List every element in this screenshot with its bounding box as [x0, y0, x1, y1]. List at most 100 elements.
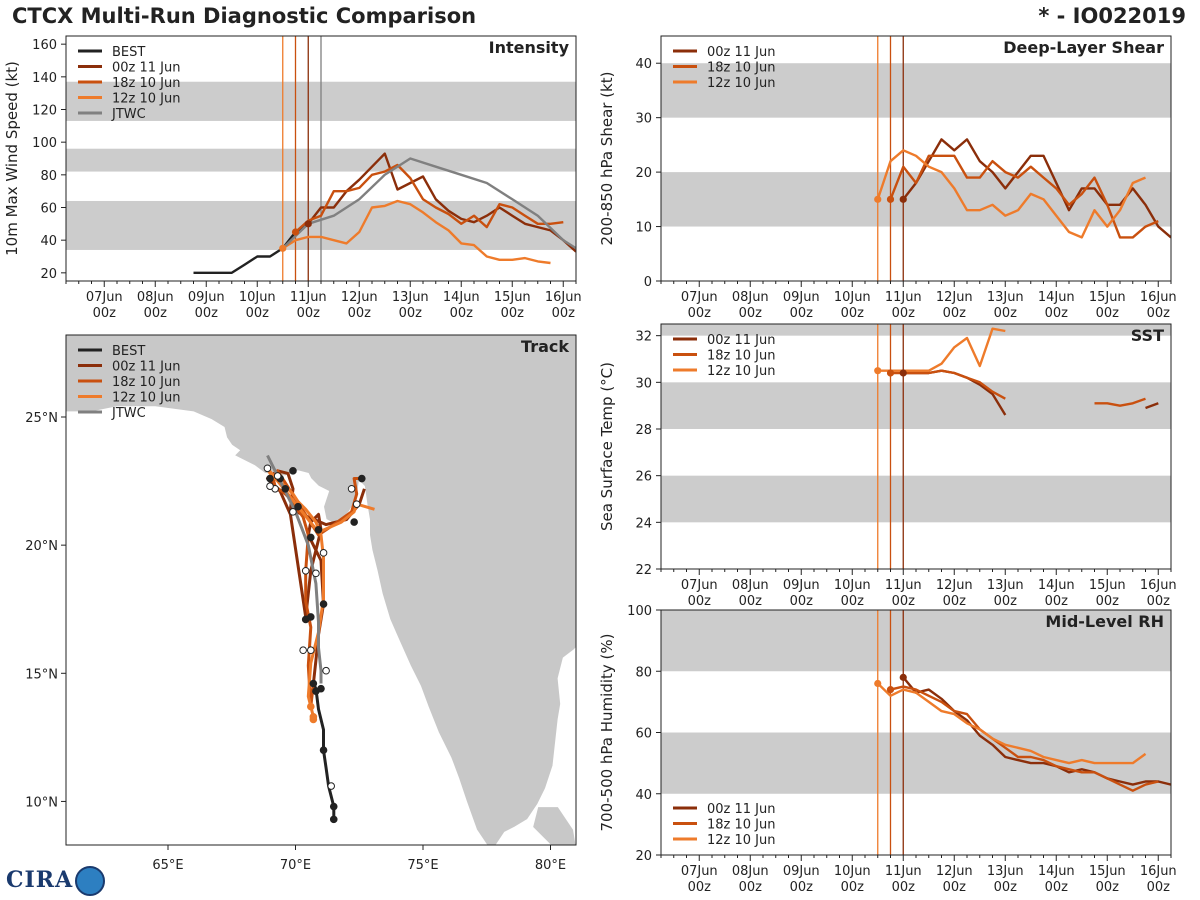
y-tick-label: 120 [32, 104, 57, 119]
legend-label: 18z 10 Jun [707, 61, 776, 76]
series-line [282, 199, 551, 265]
panel-label: Track [521, 337, 569, 356]
x-tick-label: 00z [501, 306, 525, 321]
series-line [307, 152, 576, 253]
x-tick-label: 00z [1147, 880, 1171, 895]
x-tick-label: 15Jun [1089, 864, 1126, 879]
x-tick-label: 00z [1147, 306, 1171, 321]
x-tick-label: 08Jun [732, 578, 769, 593]
legend-label: 18z 10 Jun [707, 818, 776, 833]
series-line [294, 163, 564, 233]
x-tick-label: 00z [790, 594, 814, 609]
x-tick-label: 80°E [535, 858, 566, 873]
panel-label: Deep-Layer Shear [1003, 38, 1164, 57]
y-tick-label: 80 [635, 665, 652, 680]
y-tick-label: 32 [635, 330, 652, 345]
series-layer [874, 138, 1171, 239]
init-point [291, 228, 300, 236]
panel-label: Mid-Level RH [1045, 612, 1164, 631]
series-line [876, 149, 1146, 239]
x-tick-label: 16Jun [545, 290, 582, 305]
x-tick-label: 10Jun [834, 578, 871, 593]
y-axis-label: Sea Surface Temp (°C) [598, 362, 616, 531]
panel-label: Intensity [489, 38, 570, 57]
x-tick-label: 11Jun [885, 578, 922, 593]
x-tick-label: 00z [144, 306, 168, 321]
x-tick-label: 09Jun [783, 578, 820, 593]
plot-area [661, 324, 1171, 569]
track-point [294, 502, 302, 511]
legend-label: 00z 11 Jun [112, 360, 181, 375]
x-tick-label: 08Jun [137, 290, 174, 305]
track-point [312, 569, 320, 578]
x-tick-label: 13Jun [392, 290, 429, 305]
map-layer [66, 335, 576, 845]
y-tick-label: 40 [40, 234, 57, 249]
panel-label: SST [1131, 326, 1164, 345]
land-polygon [66, 335, 576, 845]
y-axis-label: 700-500 hPa Humidity (%) [598, 633, 616, 831]
threshold-band [661, 732, 1171, 794]
init-point [279, 244, 287, 252]
y-tick-label: 20 [635, 849, 652, 864]
x-tick-label: 16Jun [1140, 578, 1177, 593]
x-tick-label: 08Jun [732, 864, 769, 879]
init-point [899, 369, 907, 377]
x-tick-label: 14Jun [443, 290, 480, 305]
threshold-band [661, 324, 1171, 336]
x-tick-label: 14Jun [1038, 578, 1075, 593]
track-point [289, 467, 297, 475]
track-point [352, 500, 361, 508]
x-tick-label: 00z [739, 594, 763, 609]
track-point [273, 472, 282, 480]
series-line [876, 682, 1147, 765]
track-point [309, 713, 318, 721]
land-polygon [532, 806, 576, 845]
x-tick-label: 00z [1147, 594, 1171, 609]
panel-sst: 22242628303207Jun00z08Jun00z09Jun00z10Ju… [598, 323, 1177, 609]
x-tick-label: 10Jun [239, 290, 276, 305]
x-tick-label: 07Jun [681, 864, 718, 879]
x-tick-label: 00z [892, 880, 916, 895]
y-tick-label: 160 [32, 38, 57, 53]
x-tick-label: 12Jun [936, 290, 973, 305]
y-tick-label: 100 [32, 136, 57, 151]
globe-icon [75, 866, 106, 896]
x-tick-label: 15Jun [1089, 578, 1126, 593]
track-point [350, 518, 358, 526]
init-point [899, 195, 907, 203]
x-tick-label: 12Jun [936, 578, 973, 593]
x-tick-label: 07Jun [86, 290, 123, 305]
threshold-band [661, 63, 1171, 118]
legend-label: 12z 10 Jun [707, 76, 776, 91]
series-line [889, 154, 1159, 239]
x-tick-label: 00z [943, 880, 967, 895]
track-point [307, 613, 315, 621]
x-tick-label: 10Jun [834, 864, 871, 879]
x-tick-label: 00z [297, 306, 321, 321]
track-point [329, 802, 338, 811]
legend-label: BEST [112, 45, 145, 60]
track-point [347, 484, 356, 493]
x-tick-label: 00z [1096, 880, 1120, 895]
track-point [314, 525, 323, 534]
x-tick-label: 00z [739, 306, 763, 321]
cira-logo: CIRA [6, 866, 106, 896]
series-line [1094, 397, 1146, 407]
threshold-band [661, 382, 1171, 429]
series-line [1145, 402, 1159, 410]
y-tick-label: 28 [635, 423, 652, 438]
y-tick-label: 40 [635, 57, 652, 72]
x-tick-label: 00z [552, 306, 576, 321]
init-point [886, 686, 895, 694]
series-line [890, 685, 1159, 792]
x-tick-label: 70°E [280, 858, 311, 873]
y-tick-label: 0 [644, 275, 652, 290]
x-tick-label: 00z [943, 306, 967, 321]
figure-title: CTCX Multi-Run Diagnostic Comparison [12, 4, 477, 28]
legend-label: 12z 10 Jun [112, 92, 181, 107]
x-tick-label: 00z [399, 306, 423, 321]
x-tick-label: 16Jun [1140, 864, 1177, 879]
